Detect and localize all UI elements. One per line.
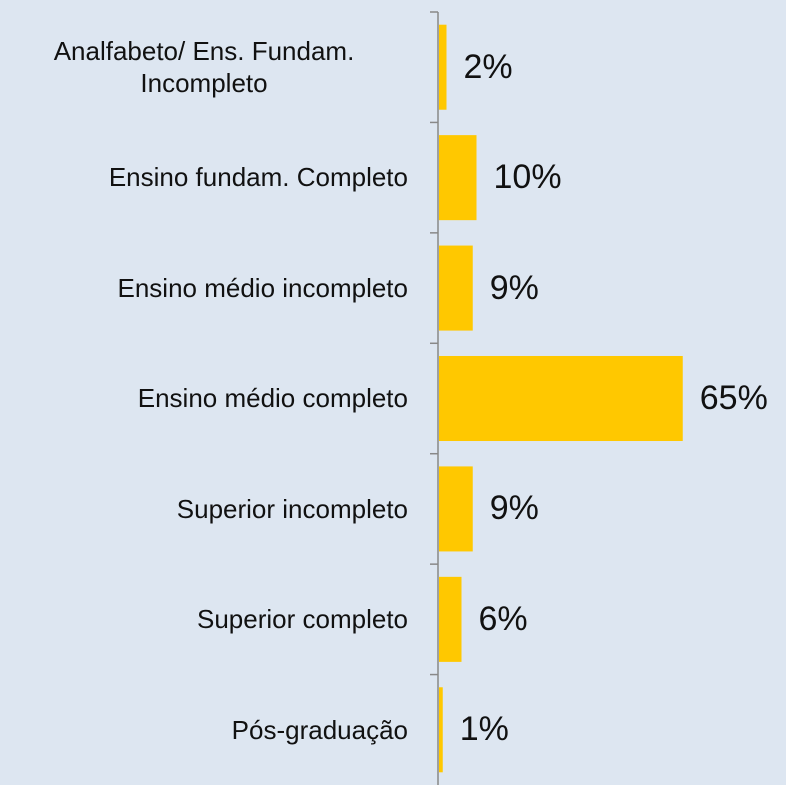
bar — [439, 466, 473, 552]
value-label: 65% — [700, 369, 768, 429]
bar — [439, 355, 683, 442]
bar — [439, 245, 473, 331]
value-label-text: 65% — [699, 379, 768, 417]
category-label: Superior completo — [0, 569, 408, 669]
category-label: Pós-graduação — [0, 680, 408, 780]
category-label-text: Superior incompleto — [176, 493, 408, 524]
value-label-text: 9% — [489, 489, 539, 528]
category-label-text: Superior completo — [197, 604, 408, 635]
value-label-text: 2% — [463, 47, 513, 86]
value-label: 2% — [464, 37, 513, 97]
value-label-text: 9% — [489, 268, 539, 307]
value-label: 6% — [479, 589, 528, 649]
value-label: 1% — [460, 700, 509, 760]
category-label-text: Pós-graduação — [231, 714, 408, 745]
value-label-text: 6% — [478, 599, 528, 638]
bar — [439, 135, 477, 221]
category-label: Ensino médio incompleto — [0, 238, 409, 338]
value-label-text: 1% — [459, 710, 509, 749]
bar — [439, 24, 447, 110]
bar — [439, 576, 462, 662]
value-label: 9% — [490, 258, 539, 318]
category-label-text: Analfabeto/ Ens. Fundam. Incompleto — [53, 35, 355, 99]
category-label: Ensino fundam. Completo — [0, 128, 408, 228]
category-label: Superior incompleto — [0, 459, 408, 559]
category-label-text: Ensino médio completo — [137, 383, 408, 414]
category-label: Analfabeto/ Ens. Fundam. Incompleto — [0, 17, 408, 117]
category-label-text: Ensino fundam. Completo — [108, 162, 408, 193]
value-label-text: 10% — [493, 158, 562, 197]
category-label-text: Ensino médio incompleto — [117, 272, 409, 303]
value-label: 10% — [494, 148, 562, 208]
bar — [439, 687, 443, 773]
value-label: 9% — [490, 479, 539, 539]
category-label: Ensino médio completo — [0, 349, 408, 449]
